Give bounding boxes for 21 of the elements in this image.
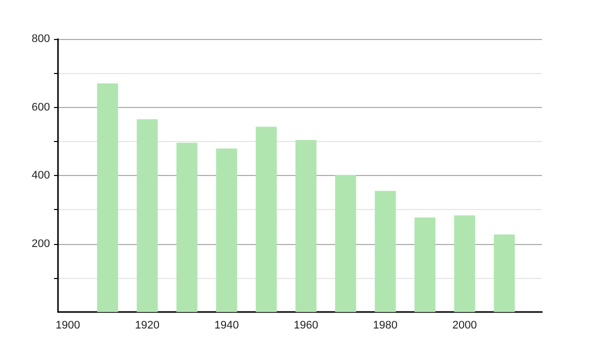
x-tick-label: 1960 xyxy=(294,320,318,332)
x-tick-label: 1900 xyxy=(56,320,80,332)
y-tick-label: 800 xyxy=(32,33,50,45)
bar xyxy=(374,190,396,312)
bar xyxy=(136,119,158,312)
bar xyxy=(97,83,118,312)
bar xyxy=(216,148,238,312)
y-tick-label: 400 xyxy=(32,170,50,182)
bar xyxy=(295,140,316,312)
y-tick-label: 600 xyxy=(32,101,50,114)
bar xyxy=(256,126,277,312)
x-tick-label: 2000 xyxy=(452,320,477,332)
bar xyxy=(335,174,356,312)
x-tick-label: 1940 xyxy=(214,320,239,332)
x-tick-label: 1980 xyxy=(373,320,398,332)
bar xyxy=(414,217,436,312)
x-tick-label: 1920 xyxy=(135,320,160,332)
y-tick-label: 200 xyxy=(32,238,50,250)
bar xyxy=(176,142,198,312)
bar xyxy=(454,215,476,312)
bar xyxy=(494,234,515,312)
